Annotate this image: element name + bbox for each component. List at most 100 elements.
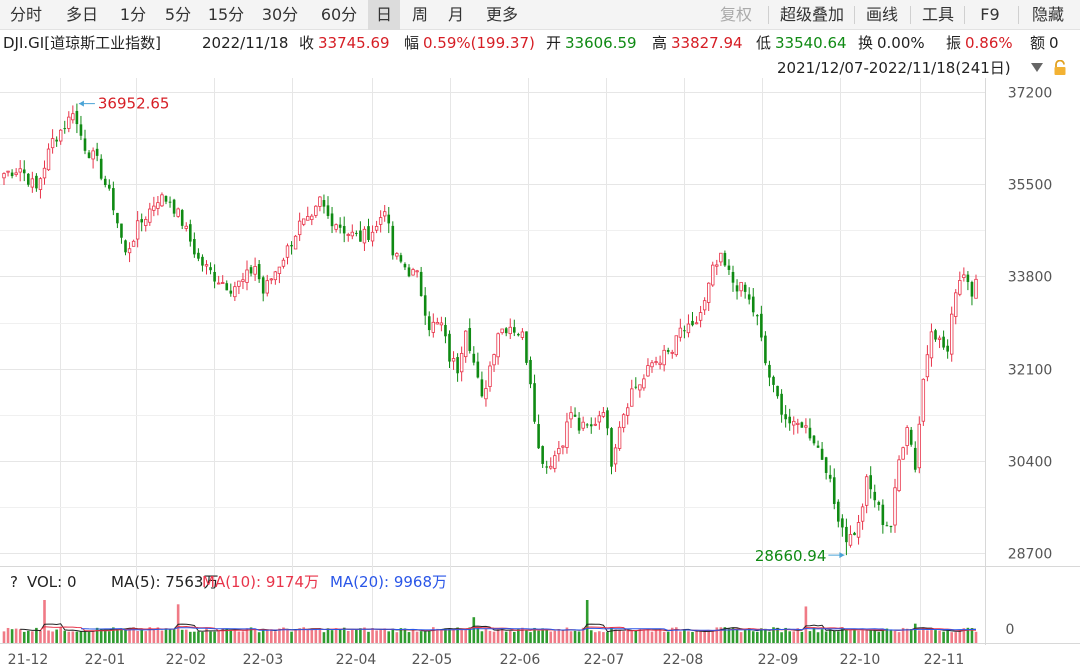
- toolbar-separator: [768, 6, 769, 24]
- candle-body: [71, 113, 75, 121]
- candle-body: [577, 417, 581, 431]
- open-value: 33606.59: [565, 34, 637, 52]
- candle-body: [184, 225, 188, 229]
- candle-body: [702, 300, 707, 311]
- volume-bar: [152, 629, 156, 643]
- volume-bar: [602, 632, 605, 643]
- period-tab-10[interactable]: 更多: [485, 5, 518, 24]
- volume-bar: [484, 628, 488, 643]
- lock-icon[interactable]: [1053, 60, 1067, 76]
- period-tab-8[interactable]: 周: [411, 5, 428, 24]
- candle-body: [213, 271, 216, 282]
- volume-bar: [197, 631, 200, 643]
- volume-bar: [970, 628, 974, 643]
- volume-bar: [703, 631, 706, 643]
- candle-body: [743, 284, 747, 292]
- candle-body: [529, 359, 532, 385]
- candle-body: [804, 425, 808, 428]
- candle-body: [525, 331, 528, 363]
- candle-body: [869, 475, 872, 490]
- volume-bar: [897, 632, 901, 643]
- volume-bar: [537, 630, 540, 643]
- period-tab-0[interactable]: 分时: [9, 5, 42, 24]
- tool-button-4[interactable]: F9: [980, 5, 1000, 24]
- volume-bar: [622, 631, 625, 643]
- candle-body: [411, 269, 415, 276]
- volume-bar: [743, 629, 747, 643]
- candle-body: [152, 205, 156, 211]
- range-dropdown-icon[interactable]: [1031, 63, 1043, 72]
- candle-body: [374, 225, 379, 231]
- quote-info-bar: DJI.GI[道琼斯工业指数] 2022/11/18 收 33745.69 幅 …: [0, 30, 1080, 56]
- volume-bar: [245, 628, 249, 643]
- candle-body: [856, 522, 861, 538]
- candle-body: [448, 333, 451, 362]
- volume-help-icon[interactable]: ?: [10, 573, 18, 591]
- volume-bar: [529, 632, 532, 643]
- candle-body: [399, 255, 403, 262]
- toolbar-separator: [1018, 6, 1019, 24]
- candle-body: [905, 427, 909, 446]
- tool-button-1[interactable]: 超级叠加: [779, 5, 844, 24]
- volume-bar: [650, 631, 654, 643]
- volume-bar: [687, 631, 690, 643]
- candle-body: [500, 328, 504, 334]
- amount-label: 额: [1030, 34, 1046, 52]
- period-tab-1[interactable]: 多日: [65, 5, 98, 24]
- period-tab-5[interactable]: 30分: [261, 5, 299, 24]
- period-tab-3[interactable]: 5分: [164, 5, 192, 24]
- tool-button-5[interactable]: 隐藏: [1031, 5, 1064, 24]
- volume-bar: [739, 632, 743, 643]
- annotations: 36952.65 28660.94: [78, 95, 845, 565]
- volume-bar: [140, 628, 143, 643]
- volume-bar: [132, 627, 135, 643]
- candle-body: [694, 322, 699, 325]
- volume-bar: [800, 631, 804, 643]
- volume-bar: [760, 628, 763, 643]
- period-tab-9[interactable]: 月: [447, 5, 464, 24]
- volume-bar: [731, 627, 735, 643]
- tool-button-2[interactable]: 画线: [865, 5, 898, 24]
- volume-bar: [553, 630, 557, 643]
- volume-bar: [444, 628, 447, 643]
- candle-body: [168, 201, 172, 203]
- tool-button-0[interactable]: 复权: [719, 5, 752, 24]
- period-tab-4[interactable]: 15分: [207, 5, 245, 24]
- period-tab-7[interactable]: 日: [368, 0, 400, 30]
- tool-button-3[interactable]: 工具: [921, 5, 954, 24]
- period-tab-2[interactable]: 1分: [119, 5, 147, 24]
- volume-bar: [79, 631, 83, 643]
- x-tick-label: 22-01: [85, 652, 126, 668]
- period-tab-6[interactable]: 60分: [320, 5, 358, 24]
- candle-body: [877, 502, 881, 505]
- change-value: 0.59%(199.37): [423, 34, 535, 52]
- volume-ma5-line: [20, 623, 976, 633]
- candle-body: [124, 240, 127, 253]
- volume-bar: [160, 630, 164, 643]
- volume-bar: [954, 632, 958, 643]
- volume-bar: [355, 628, 358, 643]
- volume-bar: [193, 631, 196, 643]
- candle-body: [901, 447, 905, 460]
- candle-body: [160, 194, 164, 207]
- candle-body: [367, 226, 370, 240]
- volume-bar: [112, 627, 115, 643]
- volume-bar: [816, 632, 820, 643]
- candle-body: [346, 234, 350, 236]
- min-annotation-label: 28660.94: [755, 547, 827, 565]
- volume-bar: [302, 627, 305, 643]
- candle-body: [431, 321, 435, 333]
- volume-bar: [792, 631, 796, 643]
- candle-body: [293, 235, 298, 250]
- candle-body: [723, 252, 727, 266]
- candle-body: [75, 110, 79, 125]
- max-annotation-label: 36952.65: [98, 95, 170, 113]
- volume-bar: [387, 631, 391, 643]
- candle-body: [273, 271, 278, 281]
- volume-bar: [407, 632, 411, 643]
- volume-bar: [83, 630, 87, 643]
- volume-bar: [614, 629, 617, 643]
- candle-body: [220, 282, 225, 284]
- date-range-selector[interactable]: 2021/12/07-2022/11/18(241日): [777, 59, 1011, 77]
- candle-body: [265, 280, 269, 294]
